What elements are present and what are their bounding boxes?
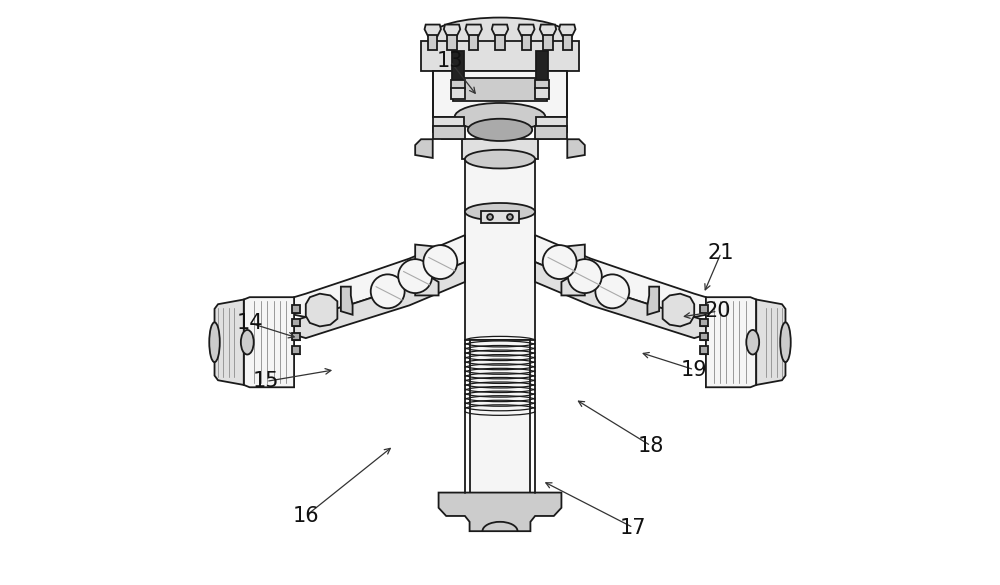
Polygon shape	[706, 297, 756, 387]
Text: 18: 18	[638, 436, 664, 456]
Polygon shape	[433, 117, 464, 139]
Ellipse shape	[595, 274, 629, 308]
Bar	[469, 35, 478, 50]
Polygon shape	[306, 294, 337, 326]
Bar	[292, 333, 300, 340]
Ellipse shape	[423, 245, 457, 279]
Polygon shape	[492, 25, 508, 36]
Bar	[543, 35, 553, 50]
Polygon shape	[535, 262, 706, 338]
Polygon shape	[663, 294, 694, 326]
Text: 14: 14	[236, 313, 263, 333]
Ellipse shape	[209, 322, 220, 362]
Bar	[522, 35, 531, 50]
Bar	[453, 78, 547, 101]
Bar	[495, 35, 505, 50]
Ellipse shape	[746, 330, 759, 355]
Polygon shape	[559, 25, 575, 36]
Bar	[700, 346, 708, 354]
Text: 15: 15	[253, 371, 279, 391]
Ellipse shape	[398, 259, 432, 293]
Bar	[535, 126, 567, 139]
Ellipse shape	[465, 150, 535, 168]
Polygon shape	[470, 340, 530, 493]
Polygon shape	[518, 25, 535, 36]
Bar	[451, 80, 465, 89]
Polygon shape	[444, 25, 460, 36]
Polygon shape	[647, 287, 659, 315]
Bar	[292, 319, 300, 326]
Ellipse shape	[780, 322, 791, 362]
Bar	[292, 305, 300, 313]
Ellipse shape	[543, 245, 577, 279]
Ellipse shape	[468, 119, 532, 141]
Bar	[447, 35, 457, 50]
Ellipse shape	[241, 330, 254, 355]
Bar	[452, 51, 464, 81]
Polygon shape	[439, 493, 561, 531]
Ellipse shape	[465, 203, 535, 221]
Bar	[451, 88, 465, 99]
Bar	[536, 51, 548, 81]
Bar	[563, 35, 572, 50]
Bar	[535, 88, 549, 99]
Text: 13: 13	[437, 51, 464, 71]
Ellipse shape	[507, 214, 513, 220]
Bar	[292, 346, 300, 354]
Polygon shape	[465, 25, 482, 36]
Polygon shape	[536, 117, 567, 139]
Bar	[481, 211, 519, 223]
Text: 19: 19	[681, 360, 708, 380]
Polygon shape	[215, 300, 244, 385]
Ellipse shape	[487, 214, 493, 220]
Bar	[433, 126, 465, 139]
Polygon shape	[462, 139, 538, 159]
Polygon shape	[465, 159, 535, 340]
Polygon shape	[561, 245, 585, 295]
Text: 17: 17	[620, 518, 647, 538]
Polygon shape	[244, 297, 294, 387]
Bar	[428, 35, 437, 50]
Polygon shape	[433, 71, 567, 117]
Ellipse shape	[455, 103, 545, 131]
Bar	[417, 263, 427, 274]
Polygon shape	[425, 25, 441, 36]
Polygon shape	[294, 262, 465, 338]
Text: 16: 16	[292, 506, 319, 526]
Ellipse shape	[433, 18, 567, 53]
Bar	[573, 263, 583, 274]
Text: 20: 20	[704, 301, 731, 321]
Polygon shape	[415, 139, 433, 158]
Bar	[700, 333, 708, 340]
Text: 21: 21	[708, 243, 734, 263]
Polygon shape	[535, 235, 706, 317]
Polygon shape	[756, 300, 785, 385]
Bar	[700, 319, 708, 326]
Bar	[700, 305, 708, 313]
Ellipse shape	[568, 259, 602, 293]
Polygon shape	[294, 235, 465, 317]
Polygon shape	[421, 41, 579, 71]
Ellipse shape	[371, 274, 405, 308]
Polygon shape	[540, 25, 556, 36]
Polygon shape	[341, 287, 353, 315]
Polygon shape	[567, 139, 585, 158]
Polygon shape	[415, 245, 439, 295]
Bar	[535, 80, 549, 89]
